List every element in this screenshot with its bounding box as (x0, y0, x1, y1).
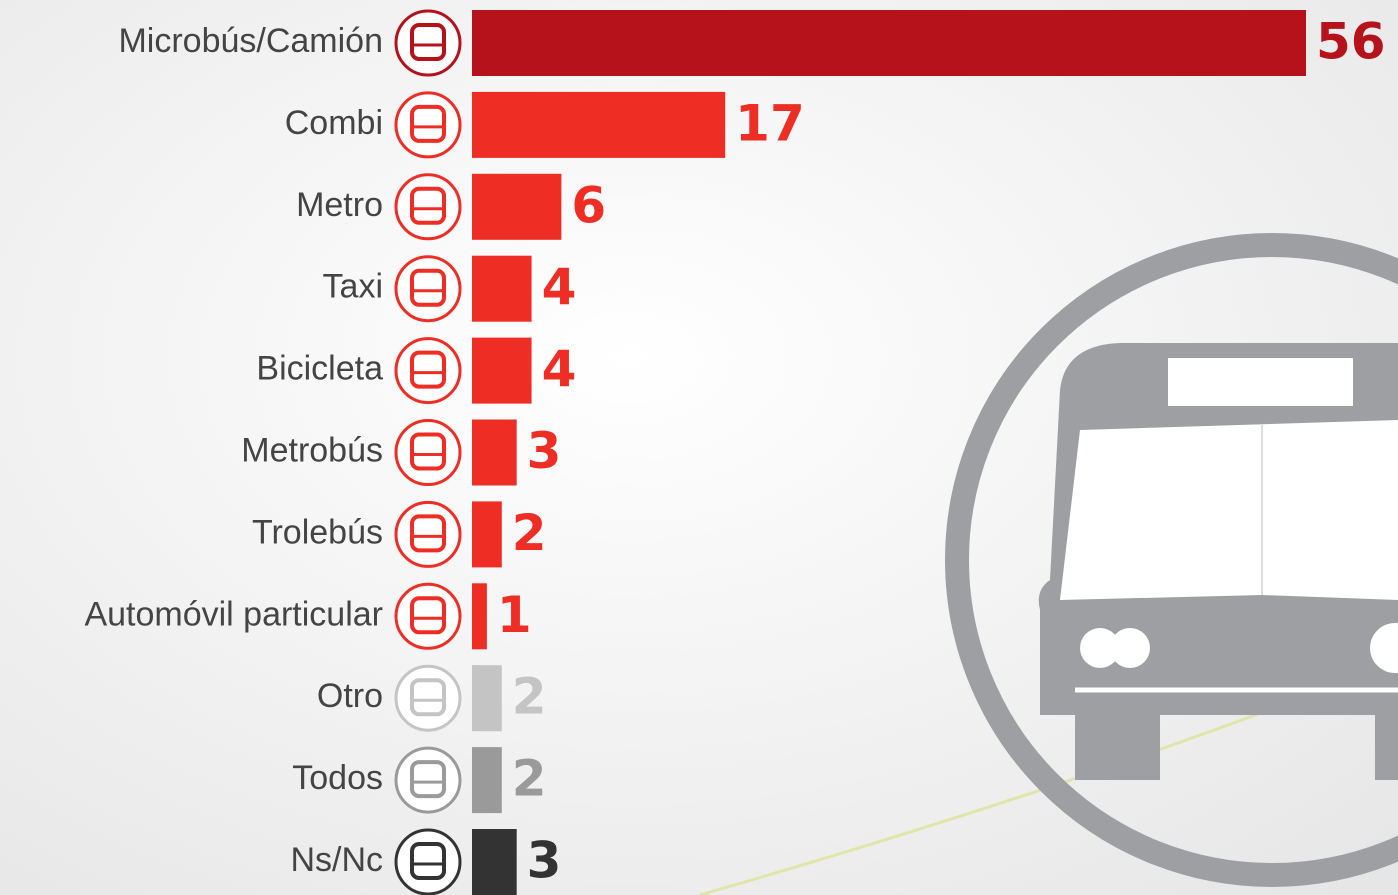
category-label: Automóvil particular (84, 595, 383, 633)
icon-circle (396, 421, 460, 485)
category-icon (396, 502, 460, 566)
category-icon (396, 175, 460, 239)
bar (472, 256, 532, 322)
bar (472, 747, 502, 813)
category-label: Otro (317, 677, 383, 715)
bus-window (1060, 420, 1398, 600)
value-label: 2 (512, 668, 547, 726)
bar (472, 10, 1306, 76)
category-icon (396, 93, 460, 157)
icon-circle (396, 93, 460, 157)
value-label: 2 (512, 750, 547, 808)
category-icon (396, 257, 460, 321)
bar (472, 92, 725, 158)
bar (472, 501, 502, 567)
category-label: Metro (296, 186, 383, 224)
bar (472, 665, 502, 731)
value-label: 6 (571, 176, 606, 234)
category-icon (396, 421, 460, 485)
bar (472, 583, 487, 649)
category-icon (396, 11, 460, 75)
value-label: 17 (735, 94, 805, 152)
category-icon (396, 584, 460, 648)
bar (472, 338, 532, 404)
category-label: Microbús/Camión (118, 22, 383, 60)
icon-circle (396, 748, 460, 812)
icon-circle (396, 11, 460, 75)
bar (472, 829, 517, 895)
category-label: Combi (285, 104, 383, 142)
category-icon (396, 666, 460, 730)
category-label: Taxi (323, 268, 383, 306)
icon-circle (396, 502, 460, 566)
bar (472, 420, 517, 486)
value-label: 4 (542, 340, 577, 398)
icon-circle (396, 257, 460, 321)
category-label: Bicicleta (256, 350, 383, 388)
icon-circle (396, 175, 460, 239)
value-label: 2 (512, 504, 547, 562)
category-label: Metrobús (241, 431, 383, 469)
icon-circle (396, 584, 460, 648)
icon-circle (396, 666, 460, 730)
icon-circle (396, 339, 460, 403)
bus-sign (1168, 358, 1353, 406)
icon-circle (396, 830, 460, 894)
category-label: Todos (292, 759, 383, 797)
value-label: 4 (542, 258, 577, 316)
category-icon (396, 830, 460, 894)
value-label: 56 (1316, 13, 1386, 71)
value-label: 3 (527, 422, 562, 480)
category-icon (396, 339, 460, 403)
bus-light (1110, 628, 1150, 668)
chart: Microbús/Camión 56 Combi 17 Metro 6 Taxi 4 Bicic… (0, 0, 1398, 895)
category-label: Ns/Nc (290, 841, 383, 879)
value-label: 1 (497, 586, 532, 644)
category-label: Trolebús (252, 513, 383, 551)
category-icon (396, 748, 460, 812)
bar (472, 174, 561, 240)
value-label: 3 (527, 832, 562, 890)
